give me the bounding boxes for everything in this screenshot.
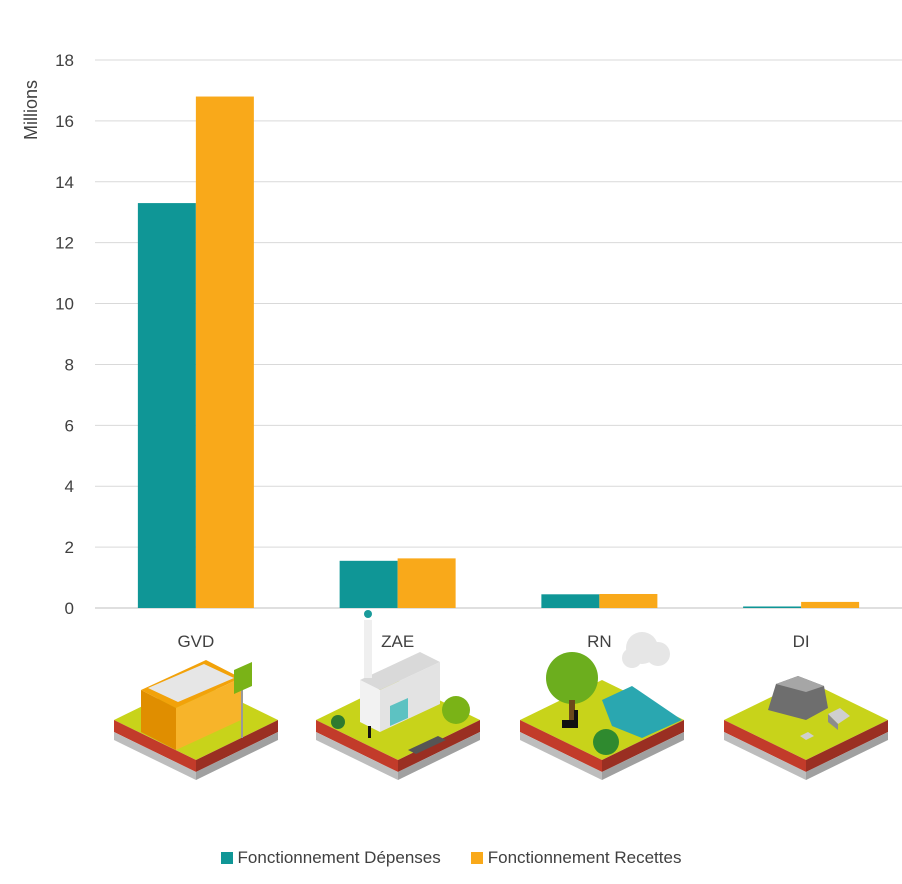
y-tick-label: 2 <box>65 538 74 557</box>
y-axis-label: Millions <box>21 80 41 140</box>
building-site-icon <box>114 660 278 780</box>
x-category-label: RN <box>587 632 612 651</box>
y-tick-label: 4 <box>65 477 74 496</box>
bar-di-recettes <box>801 601 860 608</box>
y-tick-label: 6 <box>65 416 74 435</box>
y-tick-label: 0 <box>65 599 74 618</box>
bar-zae-recettes <box>397 558 456 608</box>
bar-rn-depenses <box>541 594 600 608</box>
x-category-label: GVD <box>177 632 214 651</box>
bars <box>137 96 860 609</box>
legend-item-depenses: Fonctionnement Dépenses <box>220 848 441 868</box>
legend-label-depenses: Fonctionnement Dépenses <box>237 848 441 867</box>
legend: Fonctionnement Dépenses Fonctionnement R… <box>0 848 902 868</box>
bar-zae-depenses <box>339 560 398 608</box>
y-tick-label: 10 <box>55 295 74 314</box>
bar-gvd-depenses <box>137 203 196 609</box>
y-tick-label: 16 <box>55 112 74 131</box>
y-tick-label: 8 <box>65 355 74 374</box>
x-axis-categories: GVD ZAE RN DI <box>177 632 809 651</box>
legend-swatch-recettes <box>470 852 483 864</box>
bar-gvd-recettes <box>195 96 254 609</box>
factory-icon <box>316 610 480 780</box>
rocks-icon <box>724 676 888 780</box>
x-category-label: ZAE <box>381 632 414 651</box>
legend-label-recettes: Fonctionnement Recettes <box>487 848 682 867</box>
y-tick-label: 18 <box>55 51 74 70</box>
y-axis-ticks: 0 2 4 6 8 10 12 14 16 18 <box>55 51 74 618</box>
x-category-label: DI <box>793 632 810 651</box>
y-tick-label: 14 <box>55 173 74 192</box>
legend-item-recettes: Fonctionnement Recettes <box>470 848 682 868</box>
bar-rn-recettes <box>599 593 658 608</box>
bar-di-depenses <box>743 606 802 608</box>
y-tick-label: 12 <box>55 234 74 253</box>
legend-swatch-depenses <box>220 852 233 864</box>
nature-reserve-icon <box>520 632 684 780</box>
